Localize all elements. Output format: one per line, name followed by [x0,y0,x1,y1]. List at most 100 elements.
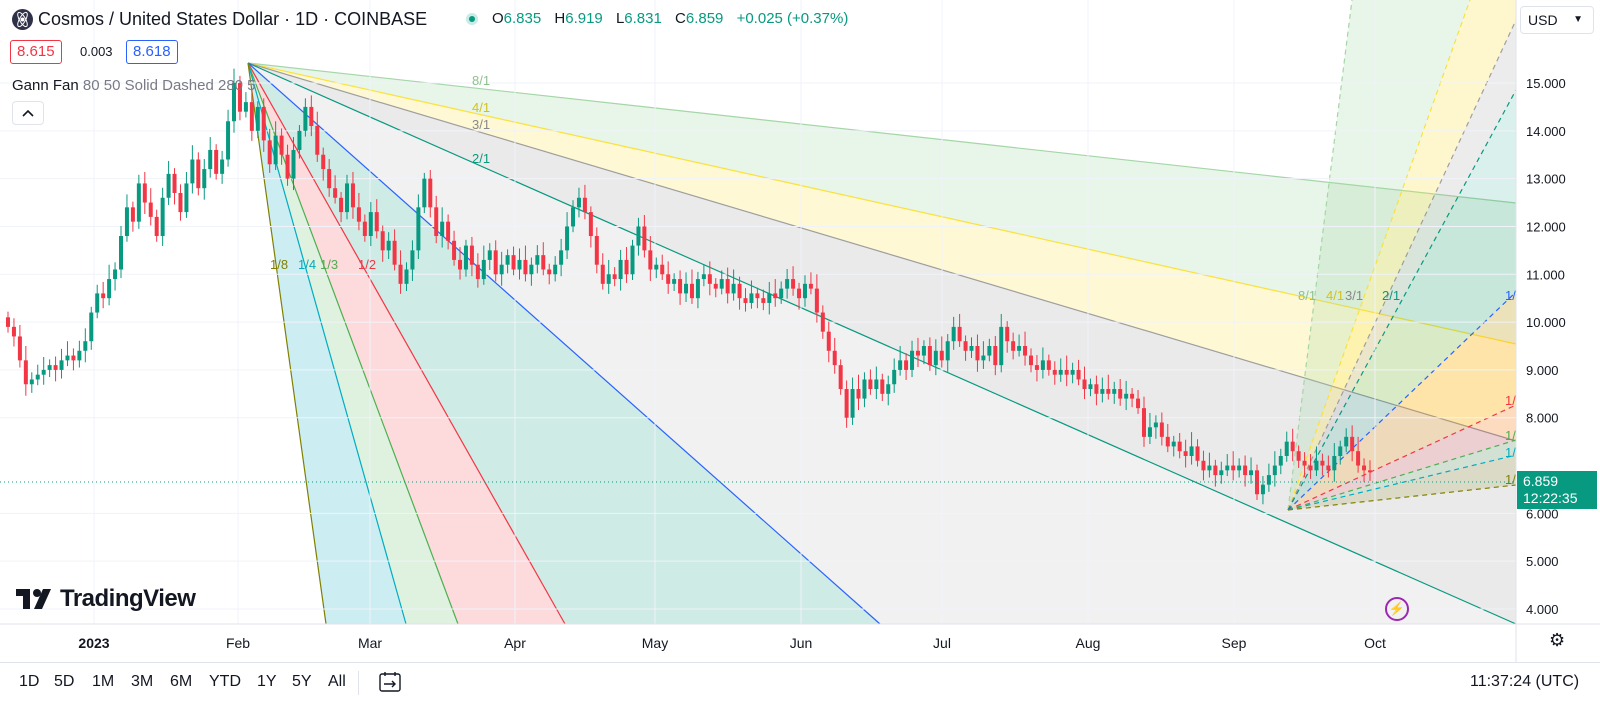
gann-ratio-label: 1/8 [270,257,288,272]
candle-body [571,207,576,227]
gann-fan-line[interactable] [1287,89,1517,511]
candle-body [660,264,665,275]
candle-body [142,183,147,203]
candle-body [767,293,772,303]
candle-body [232,83,237,122]
candle-body [749,293,754,303]
candle-body [202,169,207,189]
range-ytd-button[interactable]: YTD [209,673,241,690]
candle-body [1314,460,1319,471]
gann-fan-line[interactable] [247,62,327,625]
range-5y-button[interactable]: 5Y [292,673,312,690]
candle-body [469,245,474,265]
gann-fan-line[interactable] [247,62,1517,345]
candle-body [1195,446,1200,461]
go-to-date-icon[interactable] [378,670,402,694]
candle-body [154,216,159,237]
candle-body [773,293,778,299]
utc-clock[interactable]: 11:37:24 (UTC) [1470,673,1580,690]
candle-body [588,212,593,237]
gann-ratio-label: 1/3 [320,257,338,272]
candle-body [1231,465,1236,471]
candle-body [886,384,891,394]
candle-body [380,231,385,251]
candle-body [196,159,201,189]
candle-body [921,346,926,356]
tradingview-logo-text[interactable]: TradingView [60,585,196,612]
collapse-legend-button[interactable] [12,101,44,125]
range-all-button[interactable]: All [328,673,346,690]
range-1d-button[interactable]: 1D [19,673,40,690]
gann-fan-line[interactable] [247,62,1517,204]
candle-body [939,350,944,361]
candle-body [220,159,225,174]
time-axis-label: May [642,635,668,651]
gann-fan-line[interactable] [1287,291,1517,511]
range-3m-button[interactable]: 3M [131,673,154,690]
candle-body [707,274,712,284]
candle-body [410,250,415,270]
candle-body [321,154,326,170]
currency-select[interactable]: USD ▼ [1520,6,1594,34]
gann-fan-line[interactable] [247,62,1517,442]
high-value: 6.919 [565,10,603,27]
gann-fan-line[interactable] [1287,484,1517,511]
candle-body [814,288,819,313]
candle-body [291,149,296,179]
candle-body [422,178,427,208]
candle-body [648,250,653,270]
candle-body [945,341,950,361]
candle-body [458,259,463,270]
time-axis-label: Sep [1222,635,1247,651]
candle-body [1308,465,1313,471]
candle-body [832,350,837,366]
candle-body [303,106,308,131]
candle-body [993,346,998,366]
range-5d-button[interactable]: 5D [54,673,75,690]
gann-fan-line[interactable] [1287,439,1517,511]
price-axis-label: 8.000 [1526,411,1559,426]
price-chart[interactable]: 8/14/13/12/11/8 1/4 1/3 1/28/1 4/1 3/1 2/1 1/1/… [0,0,1600,662]
range-1m-button[interactable]: 1M [92,673,115,690]
gann-fan-line[interactable] [1287,454,1517,511]
candle-body [523,259,528,275]
gann-fan-line[interactable] [1287,19,1517,511]
spread-value: 0.003 [80,44,113,59]
candle-body [499,264,504,275]
gear-icon[interactable]: ⚙ [1549,630,1566,650]
lightning-icon[interactable]: ⚡ [1385,597,1409,621]
candle-body [868,379,873,390]
gann-fan-line[interactable] [247,62,881,625]
candle-body [517,259,522,270]
tradingview-logo-icon[interactable] [16,586,56,612]
candle-body [713,283,718,289]
low-value: 6.831 [624,10,662,27]
candle-body [963,341,968,351]
time-axis-label: Oct [1364,635,1386,651]
candle-body [553,264,558,275]
gann-ratio-label: 1/ [1505,288,1516,303]
candle-body [1213,465,1218,476]
candle-body [1023,346,1028,356]
candle-body [1332,455,1337,471]
candle-body [95,293,100,313]
range-1y-button[interactable]: 1Y [257,673,277,690]
gann-fan-line[interactable] [247,62,566,625]
candle-body [565,226,570,251]
gann-fan-line[interactable] [1287,404,1517,511]
gann-ratio-label: 4/1 [472,100,490,115]
symbol-title[interactable]: Cosmos / United States Dollar · 1D · COI… [38,9,428,29]
gann-fan-line[interactable] [1287,0,1471,511]
gann-fan-legend[interactable]: Gann Fan 80 50 Solid Dashed 280 5 [12,77,256,94]
gann-fan-line[interactable] [247,62,1517,625]
candle-body [1046,360,1051,370]
sell-price-button[interactable]: 8.615 [10,40,62,64]
gann-fan-line[interactable] [1287,0,1353,511]
gann-fan-line[interactable] [247,62,459,625]
candle-body [689,283,694,299]
market-status-dot[interactable] [466,13,478,25]
range-6m-button[interactable]: 6M [170,673,193,690]
buy-price-button[interactable]: 8.618 [126,40,178,64]
candle-body [915,350,920,356]
candle-body [101,293,106,299]
